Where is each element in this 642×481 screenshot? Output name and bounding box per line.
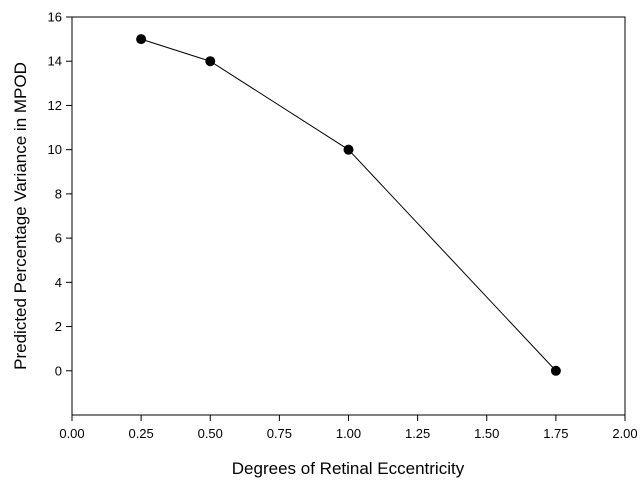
y-tick-label: 4 <box>55 275 62 290</box>
data-point <box>343 144 354 155</box>
y-tick-label: 14 <box>48 54 62 69</box>
x-tick-label: 1.00 <box>336 426 361 441</box>
data-point <box>205 56 216 67</box>
y-tick-label: 12 <box>48 98 62 113</box>
series-line <box>140 38 557 372</box>
x-tick-label: 0.25 <box>128 426 153 441</box>
y-axis-title: Predicted Percentage Variance in MPOD <box>11 62 30 370</box>
x-tick-label: 1.25 <box>405 426 430 441</box>
y-tick-label: 8 <box>55 186 62 201</box>
x-axis-ticks: 0.00 0.25 0.50 0.75 1.00 1.25 1.50 1.75 2.00 <box>59 415 638 441</box>
series-layer <box>136 34 561 376</box>
y-axis-ticks: 0 2 4 6 8 10 12 14 16 <box>48 10 72 378</box>
x-axis-title: Degrees of Retinal Eccentricity <box>232 459 465 478</box>
data-point <box>550 365 561 376</box>
x-tick-label: 1.75 <box>543 426 568 441</box>
plot-frame <box>71 16 626 416</box>
y-tick-label: 16 <box>48 10 62 25</box>
x-tick-label: 1.50 <box>474 426 499 441</box>
y-tick-label: 0 <box>55 363 62 378</box>
x-tick-label: 2.00 <box>612 426 637 441</box>
data-point <box>136 34 147 45</box>
y-tick-label: 2 <box>55 319 62 334</box>
x-tick-label: 0.00 <box>59 426 84 441</box>
x-tick-label: 0.50 <box>198 426 223 441</box>
y-tick-label: 6 <box>55 231 62 246</box>
y-tick-label: 10 <box>48 142 62 157</box>
x-tick-label: 0.75 <box>267 426 292 441</box>
